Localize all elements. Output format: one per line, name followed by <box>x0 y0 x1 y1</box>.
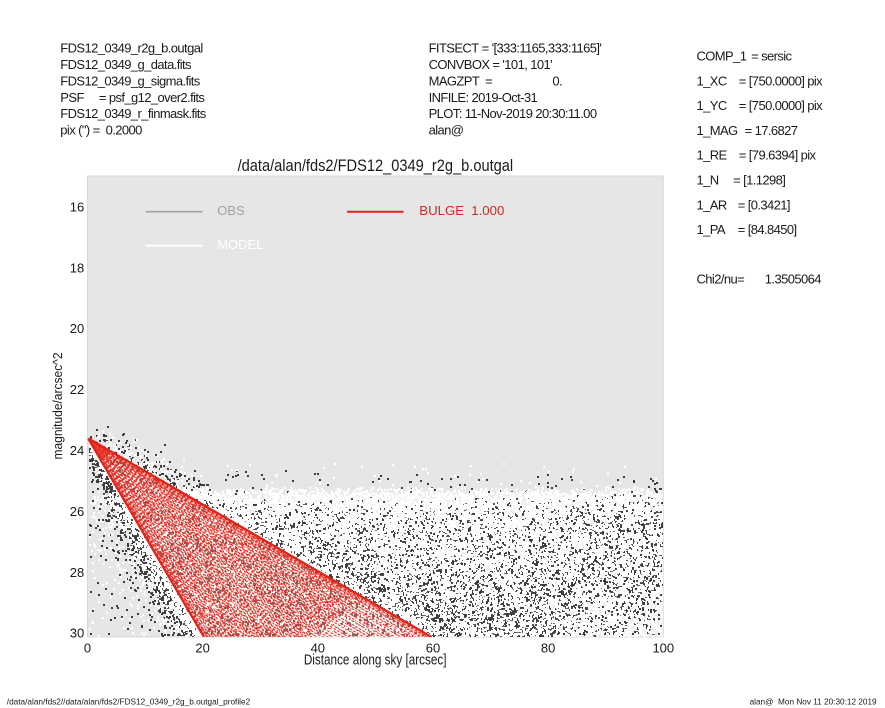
svg-text:OBS: OBS <box>217 203 245 218</box>
svg-text:0: 0 <box>84 640 91 655</box>
svg-text:80: 80 <box>541 640 555 655</box>
svg-text:PSF = psf_g12_over2.fits: PSF = psf_g12_over2.fits <box>60 90 205 105</box>
svg-text:pix (") = 0.2000: pix (") = 0.2000 <box>60 122 142 137</box>
svg-text:18: 18 <box>70 260 84 275</box>
svg-text:20: 20 <box>70 321 84 336</box>
svg-text:24: 24 <box>70 443 84 458</box>
svg-text:Chi2/nu=: Chi2/nu= <box>697 272 745 287</box>
svg-text:40: 40 <box>311 640 325 655</box>
svg-text:CONVBOX = '101, 101': CONVBOX = '101, 101' <box>429 57 553 72</box>
svg-text:INFILE: 2019-Oct-31: INFILE: 2019-Oct-31 <box>429 90 538 105</box>
svg-text:20: 20 <box>195 640 209 655</box>
svg-text:= [84.8450]: = [84.8450] <box>738 222 797 237</box>
svg-text:Distance along sky [arcsec]: Distance along sky [arcsec] <box>304 653 447 669</box>
svg-text:1_RE: 1_RE <box>697 148 728 163</box>
svg-text:1_YC: 1_YC <box>697 98 727 113</box>
svg-text:MODEL: MODEL <box>217 237 263 252</box>
svg-text:FDS12_0349_r_finmask.fits: FDS12_0349_r_finmask.fits <box>60 106 207 121</box>
svg-text:= [79.6394] pix: = [79.6394] pix <box>739 148 817 163</box>
svg-text:BULGE 1.000: BULGE 1.000 <box>419 203 504 218</box>
svg-text:COMP_1: COMP_1 <box>697 49 747 64</box>
svg-text:PLOT: 11-Nov-2019 20:30:11.00: PLOT: 11-Nov-2019 20:30:11.00 <box>429 106 597 121</box>
svg-text:FDS12_0349_g_data.fits: FDS12_0349_g_data.fits <box>60 57 192 72</box>
svg-text:1_MAG: 1_MAG <box>697 123 739 138</box>
svg-text:= [750.0000] pix: = [750.0000] pix <box>739 98 823 113</box>
svg-text:28: 28 <box>70 565 84 580</box>
svg-text:= sersic: = sersic <box>751 49 792 64</box>
svg-text:alan@ Mon Nov 11 20:30:12 201: alan@ Mon Nov 11 20:30:12 2019 <box>750 697 877 707</box>
svg-text:100: 100 <box>652 640 674 655</box>
svg-text:alan@: alan@ <box>429 122 464 137</box>
svg-text:1_XC: 1_XC <box>697 73 727 88</box>
svg-text:MAGZPT = 0: MAGZPT = 0. <box>429 73 562 88</box>
svg-text:26: 26 <box>70 504 84 519</box>
svg-text:= [0.3421]: = [0.3421] <box>738 197 790 212</box>
svg-text:FDS12_0349_g_sigma.fits: FDS12_0349_g_sigma.fits <box>60 73 201 88</box>
svg-text:/data/alan/fds2/FDS12_0349_r2g: /data/alan/fds2/FDS12_0349_r2g_b.outgal <box>238 156 514 175</box>
svg-text:magnitude/arcsec^2: magnitude/arcsec^2 <box>50 353 65 460</box>
svg-text:FDS12_0349_r2g_b.outgal: FDS12_0349_r2g_b.outgal <box>60 41 203 56</box>
svg-text:/data/alan/fds2//data/alan/fds: /data/alan/fds2//data/alan/fds2/FDS12_03… <box>7 696 251 706</box>
svg-text:22: 22 <box>70 382 84 397</box>
svg-text:= [750.0000] pix: = [750.0000] pix <box>739 73 823 88</box>
svg-text:1_PA: 1_PA <box>697 222 726 237</box>
svg-text:16: 16 <box>70 199 84 214</box>
svg-text:FITSECT = '[333:1165,333:1165]: FITSECT = '[333:1165,333:1165]' <box>429 41 602 56</box>
svg-text:1_N: 1_N <box>697 173 719 188</box>
svg-text:1_AR: 1_AR <box>697 197 727 212</box>
svg-text:30: 30 <box>70 626 84 641</box>
svg-text:60: 60 <box>426 640 440 655</box>
svg-text:= 17.6827: = 17.6827 <box>745 123 798 138</box>
svg-text:= [1.1298]: = [1.1298] <box>733 173 785 188</box>
svg-text:1.3505064: 1.3505064 <box>765 272 821 287</box>
